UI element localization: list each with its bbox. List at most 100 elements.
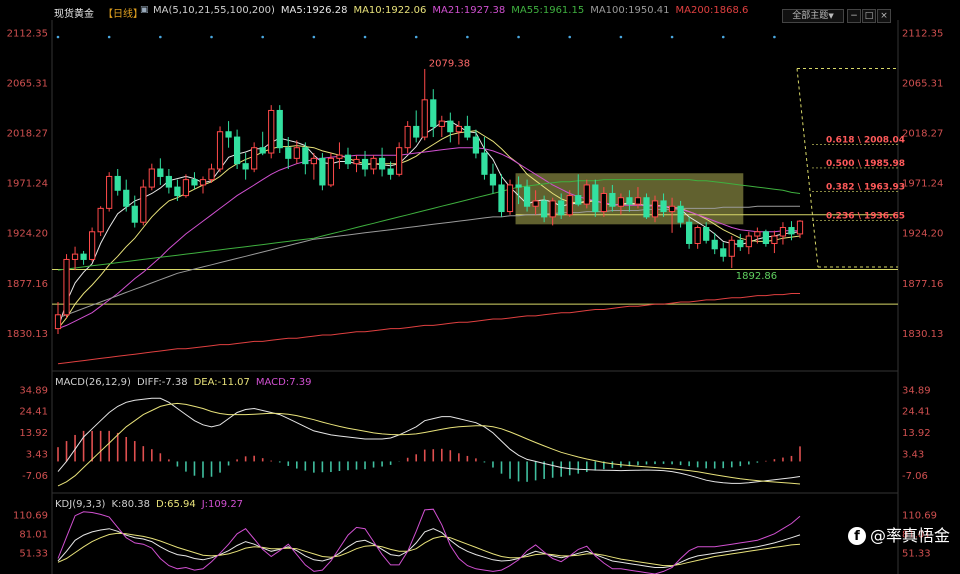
macd-tick-label: 3.43 [26,449,48,460]
y-tick-label: 2065.31 [902,79,943,90]
macd-legend-item: MACD(26,12,9) [55,377,131,388]
ma-legend-item: MA21:1927.38 [432,5,506,16]
macd-legend-item: DEA:-11.07 [193,377,250,388]
macd-tick-label: 13.92 [902,428,931,439]
candle-body [694,227,701,244]
candle-body [788,227,795,235]
candle-body [421,99,428,138]
macd-diff-line [57,397,801,484]
close-icon[interactable]: × [877,9,891,23]
price-annotation: 1892.86 [736,271,777,282]
candle-body [541,200,548,218]
event-marker-dot [670,35,674,39]
candle-body [643,197,650,218]
theme-dropdown[interactable]: 全部主题▼ [782,9,844,23]
period-label[interactable]: 【日线】 [103,9,143,20]
candle-body [506,184,514,213]
candle-body [191,179,198,186]
candle-body [327,157,335,186]
fib-level-label: 0.618 \ 2008.04 [826,135,905,145]
candle-body [737,239,744,248]
y-tick-label: 2112.35 [7,28,48,39]
candle-body [114,175,121,191]
candle-body [481,152,488,175]
candle-body [609,192,616,207]
candle-body [54,314,62,330]
candle-body [617,197,625,207]
candle-body [796,220,804,235]
candle-body [549,200,556,218]
candle-body [668,205,676,213]
kdj-legend-item: J:109.27 [201,499,244,510]
macd-legend-item: MACD:7.39 [255,377,312,388]
macd-dea-line [57,402,801,487]
candle-body [779,227,787,237]
candle-body [703,227,710,241]
event-marker-dot [159,35,162,39]
ma-legend-item: MA100:1950.41 [590,5,670,16]
candle-body [361,158,369,170]
candle-body [157,168,164,177]
ma-legend-item: MA5:1926.28 [280,5,348,16]
ma-legend-item: MA10:1922.06 [353,5,427,16]
candle-body [336,154,343,159]
candle-body [515,184,522,188]
macd-tick-label: -7.06 [22,471,48,482]
macd-legend-item: DIFF:-7.38 [136,377,188,388]
fib-level-label: 0.236 \ 1936.65 [826,211,905,221]
candle-body [396,147,403,175]
candle-body [165,175,172,188]
candle-body [532,200,539,207]
y-tick-label: 1924.20 [902,229,943,240]
candle-body [762,231,769,244]
candle-body [626,197,633,205]
macd-tick-label: 24.41 [19,407,48,418]
candle-body [523,186,531,207]
kdj-tick-label: 51.33 [19,549,48,560]
candle-body [285,147,292,159]
y-tick-label: 2112.35 [902,28,943,39]
event-marker-dot [363,35,367,39]
event-marker-dot [56,35,60,39]
candle-body [97,207,104,233]
candle-body [489,173,497,186]
macd-tick-label: 34.89 [19,385,48,396]
kdj-k-line [57,528,801,568]
price-annotation: 2079.38 [429,59,470,70]
event-marker-dot [261,35,264,39]
event-marker-dot [107,35,111,39]
candle-body [276,109,283,149]
candle-body [677,205,684,223]
candle-body [472,136,480,154]
candle-body [558,200,565,216]
candle-body [208,168,215,181]
candle-body [575,195,582,205]
candle-body [216,131,224,170]
candle-body [71,253,79,260]
minimize-icon[interactable]: − [847,9,861,23]
ma-legend-item: MA200:1868.6 [675,5,749,16]
candle-body [225,131,232,138]
candle-body [720,248,727,257]
ma-legend: MA(5,10,21,55,100,200) MA5:1926.28 MA10:19… [153,5,754,16]
kdj-legend-item: D:65.94 [156,499,196,510]
macd-tick-label: 3.43 [902,449,924,460]
chart-toolbar: 现货黄金 【日线】 ▣ MA(5,10,21,55,100,200) MA5:19… [0,0,960,23]
candle-body [711,239,718,250]
series-line-ma200 [57,293,800,365]
candle-body [498,184,505,213]
candle-body [754,231,761,237]
candle-body [123,189,130,207]
y-tick-label: 2018.27 [902,129,943,140]
instrument-name: 现货黄金 [54,9,94,20]
fib-level-label: 0.500 \ 1985.98 [826,159,905,169]
macd-tick-label: 24.41 [902,407,931,418]
candle-body [660,200,667,213]
macd-tick-label: 34.89 [902,385,931,396]
candle-body [268,109,275,154]
candle-body [310,157,317,165]
maximize-icon[interactable]: □ [862,9,876,23]
y-tick-label: 1830.13 [902,329,943,340]
fib-level-label: 0.382 \ 1963.93 [826,182,905,192]
